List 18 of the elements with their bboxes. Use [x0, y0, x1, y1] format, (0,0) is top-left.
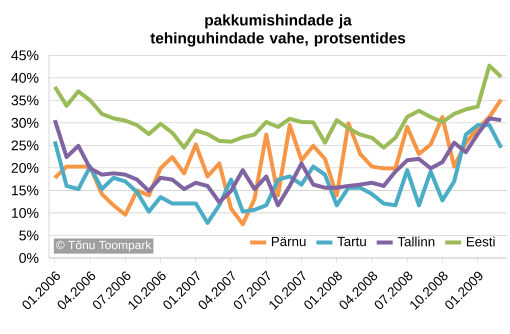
legend-label: Tallinn: [398, 236, 434, 246]
y-tick-label: 5%: [19, 230, 38, 240]
y-tick-label: 40%: [11, 72, 38, 83]
legend-label: Tartu: [337, 236, 366, 246]
y-tick-label: 20%: [12, 162, 38, 173]
y-tick-label: 45%: [11, 50, 38, 60]
y-tick-label: 35%: [11, 95, 38, 106]
legend-label: Eesti: [466, 236, 495, 246]
y-tick-label: 30%: [11, 118, 38, 128]
line-series: [52, 116, 504, 208]
annotation: © Tõnu Toompark: [56, 240, 152, 252]
y-tick-label: 25%: [12, 140, 38, 150]
line-series: [52, 64, 504, 150]
y-tick-label: 0%: [19, 253, 38, 263]
legend-label: Pärnu: [272, 236, 306, 246]
chart-title: pakkumishindade ja tehinguhindade vahe, protsentides: [150, 14, 406, 47]
y-tick-label: 15%: [12, 186, 38, 196]
y-tick-label: 10%: [12, 208, 38, 218]
